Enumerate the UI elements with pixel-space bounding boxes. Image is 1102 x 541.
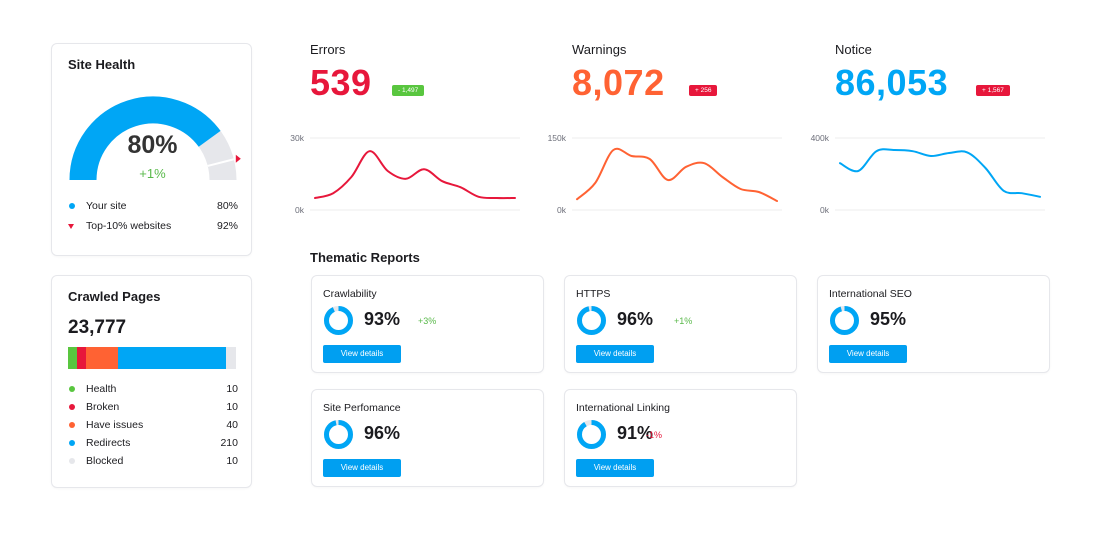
crawled-pages-title: Crawled Pages [68, 289, 161, 304]
report-name: HTTPS [576, 288, 611, 300]
legend-dot-icon [69, 458, 75, 464]
bar-segment-have-issues [86, 347, 118, 369]
legend-value: 10 [226, 455, 238, 467]
site-health-title: Site Health [68, 57, 136, 72]
metric-label: Warnings [572, 42, 627, 57]
legend-dot-icon [69, 404, 75, 410]
legend-have-issues: Have issues 40 [68, 419, 238, 433]
legend-value: 10 [226, 401, 238, 413]
report-card-international-linking: International Linking 91% -1% View detai… [564, 389, 797, 487]
thematic-reports-title: Thematic Reports [310, 250, 420, 265]
legend-value: 80% [216, 200, 238, 212]
legend-value: 10 [226, 383, 238, 395]
metric-badge: + 1,567 [976, 85, 1010, 96]
y-tick-label: 0k [820, 205, 830, 215]
site-health-value: 80% [127, 131, 178, 159]
report-card-crawlability: Crawlability 93% +3% View details [311, 275, 544, 373]
site-health-gauge [69, 96, 241, 181]
report-card-https: HTTPS 96% +1% View details [564, 275, 797, 373]
triangle-down-icon [68, 224, 74, 229]
bar-segment-redirects [118, 347, 226, 369]
report-percent: 96% [617, 309, 654, 329]
crawled-pages-bar [68, 347, 238, 369]
report-name: Site Perfomance [323, 402, 401, 414]
bar-segment-health [68, 347, 77, 369]
your-site-dot-icon [69, 203, 75, 209]
view-details-button[interactable]: View details [576, 459, 654, 477]
legend-label: Health [86, 383, 117, 395]
metric-label: Notice [835, 42, 872, 57]
legend-label: Top-10% websites [86, 220, 172, 232]
y-tick-label: 0k [295, 205, 305, 215]
notice-chart: 400k 0k [811, 133, 1045, 215]
metric-badge: + 256 [689, 85, 718, 96]
progress-ring-icon [830, 306, 859, 335]
report-percent: 95% [870, 309, 907, 329]
legend-value: 210 [220, 437, 238, 449]
progress-ring-icon [577, 420, 606, 449]
metric-value: 8,072 [572, 62, 665, 103]
bar-segment-blocked [226, 347, 236, 369]
gauge-fill [69, 96, 221, 181]
y-tick-label: 30k [290, 133, 304, 143]
errors-chart: 30k 0k [290, 133, 520, 215]
progress-ring-icon [324, 306, 353, 335]
report-percent: 96% [364, 423, 401, 443]
view-details-button[interactable]: View details [829, 345, 907, 363]
metric-warnings: Warnings 8,072 + 256 150k 0k [548, 40, 802, 220]
report-percent: 91% [617, 423, 654, 443]
metric-notice: Notice 86,053 + 1,567 400k 0k [811, 40, 1065, 220]
legend-label: Blocked [86, 455, 124, 467]
trend-line [576, 147, 778, 202]
site-health-delta: +1% [139, 166, 166, 181]
legend-dot-icon [69, 422, 75, 428]
metric-errors: Errors 539 - 1,497 30k 0k [290, 40, 540, 220]
bar-segment-broken [77, 347, 86, 369]
y-tick-label: 0k [557, 205, 567, 215]
view-details-button[interactable]: View details [323, 459, 401, 477]
metric-badge: - 1,497 [392, 85, 425, 96]
report-delta: +1% [674, 316, 693, 326]
metric-value: 539 [310, 62, 372, 103]
report-card-site-perfomance: Site Perfomance 96% View details [311, 389, 544, 487]
legend-top-websites: Top-10% websites 92% [68, 220, 238, 234]
progress-ring-icon [577, 306, 606, 335]
legend-label: Have issues [86, 419, 144, 431]
crawled-pages-card: Crawled Pages 23,777 Health 10 Broken 10… [51, 275, 252, 488]
report-name: International Linking [576, 402, 670, 414]
view-details-button[interactable]: View details [576, 345, 654, 363]
legend-dot-icon [69, 386, 75, 392]
view-details-button[interactable]: View details [323, 345, 401, 363]
report-card-international-seo: International SEO 95% View details [817, 275, 1050, 373]
report-delta: +3% [418, 316, 437, 326]
crawled-pages-total: 23,777 [68, 317, 127, 338]
warnings-chart: 150k 0k [548, 133, 782, 215]
metric-label: Errors [310, 42, 346, 57]
y-tick-label: 150k [548, 133, 567, 143]
benchmark-triangle-icon [235, 154, 241, 163]
trend-line [839, 148, 1041, 198]
legend-blocked: Blocked 10 [68, 455, 238, 469]
y-tick-label: 400k [811, 133, 830, 143]
report-name: International SEO [829, 288, 912, 300]
legend-your-site: Your site 80% [68, 200, 238, 214]
gauge-benchmark-line [207, 158, 235, 167]
legend-dot-icon [69, 440, 75, 446]
legend-label: Broken [86, 401, 120, 413]
legend-label: Your site [86, 200, 127, 212]
progress-ring-icon [324, 420, 353, 449]
legend-redirects: Redirects 210 [68, 437, 238, 451]
report-percent: 93% [364, 309, 401, 329]
site-health-card: Site Health 80% +1% Your site 80% Top-10… [51, 43, 252, 256]
legend-health: Health 10 [68, 383, 238, 397]
metric-value: 86,053 [835, 62, 949, 103]
legend-label: Redirects [86, 437, 131, 449]
report-name: Crawlability [323, 288, 377, 300]
report-delta: -1% [646, 430, 663, 440]
legend-value: 40 [226, 419, 238, 431]
trend-line [314, 150, 516, 200]
legend-broken: Broken 10 [68, 401, 238, 415]
legend-value: 92% [216, 220, 238, 232]
